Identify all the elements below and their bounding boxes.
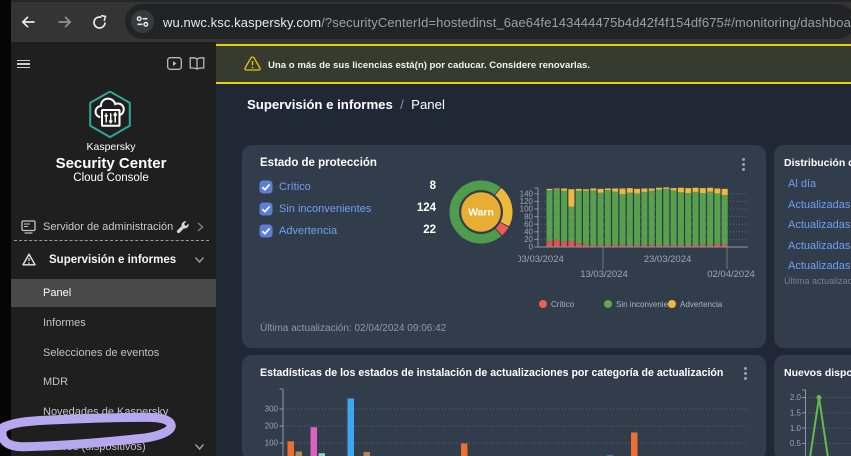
svg-text:0: 0: [529, 243, 534, 252]
svg-text:120: 120: [520, 197, 534, 206]
svg-text:Warn: Warn: [468, 206, 494, 218]
svg-text:300: 300: [265, 405, 279, 414]
svg-text:100: 100: [265, 439, 279, 448]
svg-text:Advertencia: Advertencia: [680, 300, 723, 309]
svg-text:03/03/2024: 03/03/2024: [518, 254, 564, 265]
svg-text:23/03/2024: 23/03/2024: [644, 254, 692, 265]
svg-text:20: 20: [524, 235, 533, 244]
svg-text:100: 100: [520, 205, 534, 214]
svg-text:1.5: 1.5: [790, 409, 802, 418]
svg-text:200: 200: [265, 422, 279, 431]
svg-text:02/04/2024: 02/04/2024: [707, 269, 755, 280]
svg-text:Sin inconvenien: Sin inconvenien: [616, 300, 672, 309]
svg-text:60: 60: [524, 220, 533, 229]
svg-text:Crítico: Crítico: [551, 300, 575, 309]
svg-text:1.0: 1.0: [790, 424, 802, 433]
svg-text:2.0: 2.0: [790, 393, 802, 402]
svg-text:13/03/2024: 13/03/2024: [580, 269, 628, 280]
svg-text:80: 80: [524, 212, 533, 221]
svg-text:40: 40: [524, 228, 533, 237]
svg-text:140: 140: [520, 190, 534, 199]
svg-text:0.5: 0.5: [790, 439, 802, 448]
